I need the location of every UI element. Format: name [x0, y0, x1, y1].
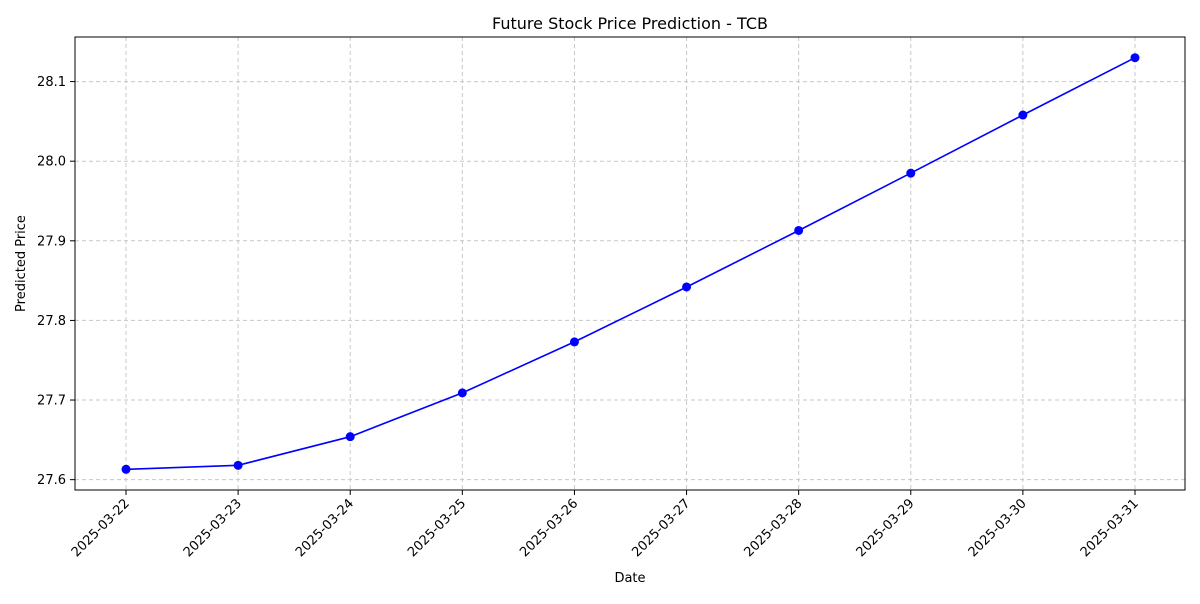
x-tick-label: 2025-03-22 [69, 496, 133, 560]
y-axis-label: Predicted Price [14, 215, 29, 312]
data-point [906, 168, 916, 178]
data-point [233, 460, 243, 470]
y-tick-label: 27.8 [37, 314, 66, 329]
x-tick-label: 2025-03-30 [966, 496, 1030, 560]
data-point [121, 464, 131, 474]
data-point [1130, 53, 1140, 63]
marker-layer [121, 53, 1140, 474]
x-tick-label: 2025-03-27 [629, 496, 693, 560]
grid-layer [75, 37, 1185, 490]
y-axis: 27.6 27.7 27.8 27.9 28.0 28.1 [37, 75, 75, 488]
data-point [457, 388, 467, 398]
y-tick-label: 27.9 [37, 234, 66, 249]
series-layer [125, 56, 1136, 471]
x-axis-label: Date [614, 571, 645, 586]
series-line [125, 56, 1136, 471]
x-tick-label: 2025-03-25 [405, 496, 469, 560]
y-tick-label: 27.6 [37, 473, 66, 488]
x-tick-label: 2025-03-29 [854, 496, 918, 560]
data-point [794, 225, 804, 235]
data-point [569, 337, 579, 347]
y-tick-label: 28.0 [37, 155, 66, 170]
y-tick-label: 27.7 [37, 394, 66, 409]
x-tick-label: 2025-03-24 [293, 496, 357, 560]
data-point [345, 432, 355, 442]
x-axis: 2025-03-22 2025-03-23 2025-03-24 2025-03-25… [69, 490, 1142, 560]
chart-title: Future Stock Price Prediction - TCB [492, 14, 768, 33]
x-tick-label: 2025-03-31 [1078, 496, 1142, 560]
plot-frame [74, 36, 1186, 491]
x-tick-label: 2025-03-26 [517, 496, 581, 560]
data-point [682, 282, 692, 292]
x-tick-label: 2025-03-28 [741, 496, 805, 560]
x-tick-label: 2025-03-23 [181, 496, 245, 560]
data-point [1018, 110, 1028, 120]
y-tick-label: 28.1 [37, 75, 66, 90]
